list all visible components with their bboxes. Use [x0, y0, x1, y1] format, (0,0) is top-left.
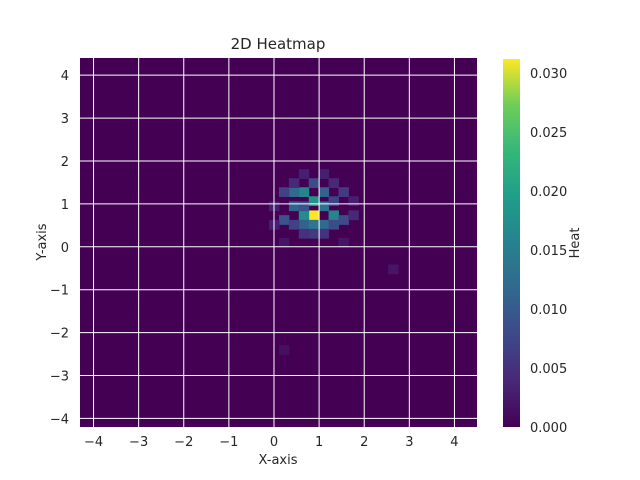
y-tick-label: 4 — [61, 69, 69, 84]
heatmap-cell — [328, 178, 340, 188]
x-tick-label: −3 — [129, 435, 148, 450]
heatmap-cell — [288, 201, 300, 212]
y-tick-label: 1 — [61, 198, 69, 213]
y-axis-ticks: −4 −3 −2 −1 0 1 2 3 4 — [50, 69, 69, 427]
heatmap-cell — [288, 187, 300, 197]
heatmap-cell — [328, 196, 340, 206]
heatmap-cell — [288, 178, 300, 188]
y-tick-label: −4 — [50, 412, 69, 427]
heatmap-cell — [298, 201, 310, 212]
heatmap-cell — [278, 237, 290, 248]
heatmap-cell — [298, 219, 310, 230]
y-tick-label: −2 — [50, 327, 69, 342]
x-tick-label: 4 — [450, 435, 458, 450]
heatmap-cell — [318, 219, 330, 230]
heatmap-cell — [298, 169, 310, 179]
heatmap-cell — [308, 178, 320, 188]
y-tick-label: 0 — [61, 241, 69, 256]
heatmap-cell — [288, 219, 300, 230]
heatmap-background — [80, 58, 477, 427]
x-tick-label: −1 — [219, 435, 238, 450]
heatmap-cell — [308, 228, 320, 239]
colorbar: 0.000 0.005 0.010 0.015 0.020 0.025 0.030 Heat — [503, 59, 583, 436]
heatmap-cell — [318, 187, 330, 197]
x-tick-label: −4 — [84, 435, 103, 450]
colorbar-tick-label: 0.030 — [530, 67, 567, 82]
chart-title: 2D Heatmap — [231, 35, 326, 53]
y-tick-label: −3 — [50, 370, 69, 385]
heatmap-cell — [278, 215, 290, 225]
heatmap-cell — [298, 210, 310, 221]
x-tick-label: −2 — [174, 435, 193, 450]
heatmap-cell — [388, 264, 399, 275]
colorbar-label: Heat — [568, 228, 583, 259]
colorbar-gradient — [503, 59, 520, 427]
heatmap-cell — [278, 345, 290, 355]
x-tick-label: 1 — [315, 435, 323, 450]
heatmap-cell — [328, 219, 340, 230]
heatmap-cell — [278, 187, 290, 197]
grid-lines — [80, 58, 477, 427]
y-tick-label: 2 — [61, 155, 69, 170]
y-tick-label: 3 — [61, 112, 69, 127]
heatmap-cell — [338, 215, 349, 225]
heatmap-cell — [308, 210, 320, 221]
heatmap-cell — [318, 201, 330, 212]
x-axis-ticks: −4 −3 −2 −1 0 1 2 3 4 — [84, 435, 459, 450]
colorbar-tick-label: 0.005 — [530, 362, 567, 377]
y-tick-label: −1 — [50, 284, 69, 299]
heatmap-cell — [348, 210, 359, 221]
colorbar-tick-label: 0.015 — [530, 244, 567, 259]
heatmap-cell — [318, 228, 330, 239]
heatmap-cell — [338, 237, 349, 248]
heatmap-cell — [348, 196, 359, 206]
heatmap-cell — [318, 169, 330, 179]
heatmap-cell — [338, 187, 349, 197]
heatmap-cell — [308, 219, 320, 230]
plot-area — [80, 58, 477, 427]
heatmap-cell — [328, 210, 340, 221]
x-tick-label: 3 — [405, 435, 413, 450]
colorbar-tick-label: 0.000 — [530, 421, 567, 436]
heatmap-cell — [308, 196, 320, 206]
colorbar-tick-label: 0.010 — [530, 303, 567, 318]
x-tick-label: 0 — [270, 435, 278, 450]
y-axis-label: Y-axis — [35, 223, 50, 261]
colorbar-tick-label: 0.020 — [530, 185, 567, 200]
colorbar-tick-label: 0.025 — [530, 126, 567, 141]
heatmap-cell — [298, 228, 310, 239]
x-tick-label: 2 — [360, 435, 368, 450]
x-axis-label: X-axis — [259, 453, 298, 468]
heatmap-cell — [298, 187, 310, 197]
colorbar-ticks: 0.000 0.005 0.010 0.015 0.020 0.025 0.030 — [530, 67, 567, 436]
